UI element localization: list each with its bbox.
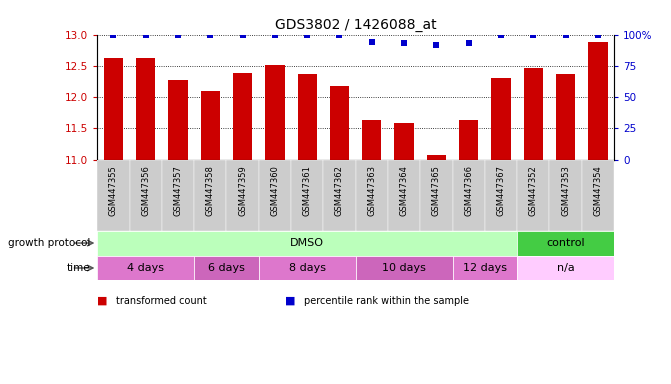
Bar [162, 159, 194, 230]
Text: GSM447367: GSM447367 [497, 165, 505, 216]
Bar [97, 159, 130, 230]
Text: ■: ■ [97, 296, 108, 306]
Text: GSM447361: GSM447361 [303, 165, 312, 216]
Text: 6 days: 6 days [208, 263, 245, 273]
Bar [452, 159, 484, 230]
Bar [362, 120, 382, 159]
Text: 4 days: 4 days [127, 263, 164, 273]
Bar [517, 159, 550, 230]
Bar [97, 255, 194, 280]
Bar [452, 255, 517, 280]
Bar [330, 86, 349, 159]
Bar [259, 159, 291, 230]
Text: GSM447353: GSM447353 [561, 165, 570, 216]
Bar [136, 58, 156, 159]
Text: n/a: n/a [557, 263, 574, 273]
Bar [97, 230, 517, 255]
Bar [291, 159, 323, 230]
Bar [194, 159, 227, 230]
Text: ■: ■ [285, 296, 296, 306]
Bar [259, 255, 356, 280]
Bar [395, 123, 414, 159]
Text: transformed count: transformed count [116, 296, 207, 306]
Bar [491, 78, 511, 159]
Bar [517, 230, 614, 255]
Text: 10 days: 10 days [382, 263, 426, 273]
Text: growth protocol: growth protocol [8, 238, 91, 248]
Bar [201, 91, 220, 159]
Bar [227, 159, 259, 230]
Text: GSM447358: GSM447358 [206, 165, 215, 216]
Text: GSM447366: GSM447366 [464, 165, 473, 216]
Bar [459, 120, 478, 159]
Text: GSM447364: GSM447364 [399, 165, 409, 216]
Text: 12 days: 12 days [463, 263, 507, 273]
Text: percentile rank within the sample: percentile rank within the sample [304, 296, 469, 306]
Text: control: control [546, 238, 585, 248]
Bar [130, 159, 162, 230]
Text: GSM447363: GSM447363 [367, 165, 376, 216]
Text: DMSO: DMSO [290, 238, 324, 248]
Bar [582, 159, 614, 230]
Bar [323, 159, 356, 230]
Bar [550, 159, 582, 230]
Text: GSM447354: GSM447354 [593, 165, 603, 216]
Bar [194, 255, 259, 280]
Bar [517, 255, 614, 280]
Text: time: time [67, 263, 91, 273]
Bar [588, 42, 607, 159]
Bar [523, 68, 543, 159]
Text: GSM447356: GSM447356 [141, 165, 150, 216]
Bar [556, 74, 575, 159]
Text: GSM447359: GSM447359 [238, 165, 247, 216]
Text: GSM447355: GSM447355 [109, 165, 118, 216]
Title: GDS3802 / 1426088_at: GDS3802 / 1426088_at [275, 18, 436, 32]
Bar [168, 79, 188, 159]
Bar [265, 65, 285, 159]
Bar [233, 73, 252, 159]
Bar [104, 58, 123, 159]
Bar [356, 255, 452, 280]
Text: GSM447360: GSM447360 [270, 165, 279, 216]
Text: GSM447357: GSM447357 [174, 165, 183, 216]
Text: 8 days: 8 days [289, 263, 325, 273]
Text: GSM447365: GSM447365 [432, 165, 441, 216]
Bar [484, 159, 517, 230]
Bar [427, 154, 446, 159]
Text: GSM447352: GSM447352 [529, 165, 537, 216]
Bar [356, 159, 388, 230]
Bar [420, 159, 452, 230]
Text: GSM447362: GSM447362 [335, 165, 344, 216]
Bar [297, 74, 317, 159]
Bar [388, 159, 420, 230]
